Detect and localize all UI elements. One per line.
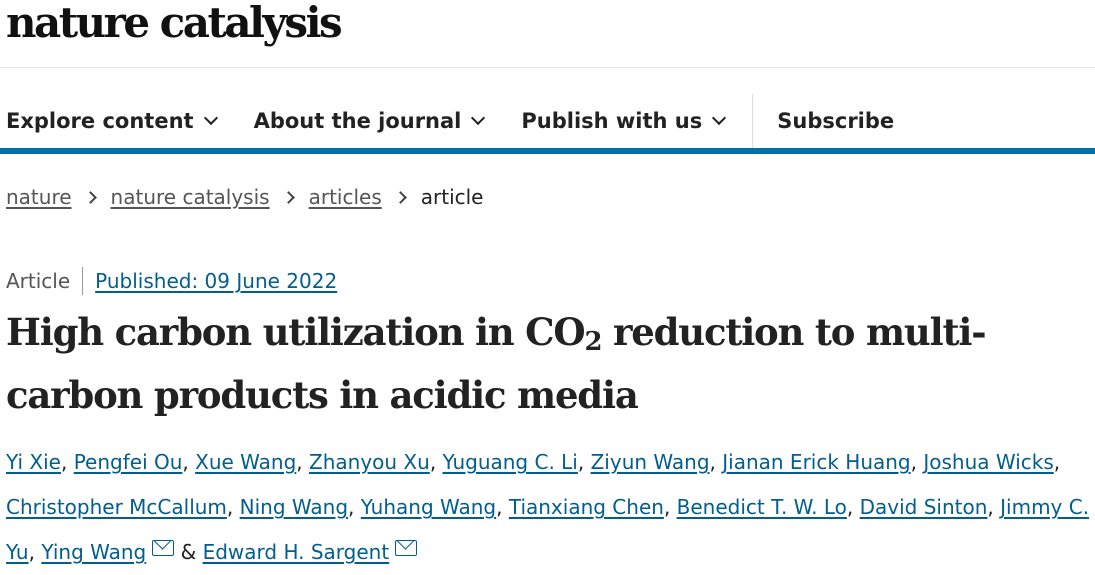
nav-separator xyxy=(752,94,754,148)
author-list: Yi Xie, Pengfei Ou, Xue Wang, Zhanyou Xu… xyxy=(6,450,1090,564)
breadcrumb-nature[interactable]: nature xyxy=(6,185,72,209)
author-link[interactable]: Benedict T. W. Lo xyxy=(676,495,847,519)
header-divider xyxy=(0,67,1095,68)
title-subscript: 2 xyxy=(584,327,602,358)
chevron-down-icon xyxy=(712,110,727,126)
author-link[interactable]: Edward H. Sargent xyxy=(202,540,390,564)
nav-label: Publish with us xyxy=(521,109,703,133)
journal-logo[interactable]: nature catalysis xyxy=(6,0,343,47)
author-link[interactable]: Zhanyou Xu xyxy=(309,450,430,474)
author-link[interactable]: Jianan Erick Huang xyxy=(722,450,911,474)
breadcrumb-current: article xyxy=(420,185,484,209)
author-link[interactable]: David Sinton xyxy=(859,495,988,519)
author-link[interactable]: Joshua Wicks xyxy=(923,450,1054,474)
nav-explore-content[interactable]: Explore content xyxy=(6,109,218,133)
nav-accent-bar xyxy=(0,148,1095,154)
breadcrumb-articles[interactable]: articles xyxy=(308,185,382,209)
author-ampersand: & xyxy=(180,540,197,564)
chevron-right-icon xyxy=(83,190,97,204)
author-link[interactable]: Yuhang Wang xyxy=(360,495,497,519)
nav-label: About the journal xyxy=(253,109,462,133)
author-link[interactable]: Pengfei Ou xyxy=(73,450,183,474)
nav-publish-with-us[interactable]: Publish with us xyxy=(521,109,727,133)
breadcrumb: nature nature catalysis articles article xyxy=(6,185,483,209)
article-type: Article xyxy=(6,269,71,293)
author-link[interactable]: Ying Wang xyxy=(41,540,147,564)
author-link[interactable]: Yuguang C. Li xyxy=(442,450,578,474)
author-link[interactable]: Jimmy C. Yu xyxy=(6,495,1090,564)
title-text: reduction to multi-carbon products in ac… xyxy=(6,310,987,418)
title-text: High carbon utilization in CO xyxy=(6,310,586,354)
published-date[interactable]: Published: 09 June 2022 xyxy=(95,269,338,293)
nav-about-journal[interactable]: About the journal xyxy=(253,109,486,133)
author-link[interactable]: Yi Xie xyxy=(6,450,61,474)
author-link[interactable]: Christopher McCallum xyxy=(6,495,227,519)
nav-label: Explore content xyxy=(6,109,194,133)
chevron-down-icon xyxy=(203,110,218,126)
breadcrumb-nature-catalysis[interactable]: nature catalysis xyxy=(110,185,270,209)
main-nav: Explore content About the journal Publis… xyxy=(6,94,932,148)
author-link[interactable]: Xue Wang xyxy=(195,450,297,474)
author-link[interactable]: Ziyun Wang xyxy=(590,450,710,474)
author-link[interactable]: Ning Wang xyxy=(239,495,349,519)
meta-separator xyxy=(82,267,84,295)
nav-subscribe[interactable]: Subscribe xyxy=(777,109,895,133)
chevron-right-icon xyxy=(281,190,295,204)
email-icon[interactable] xyxy=(152,540,175,556)
chevron-down-icon xyxy=(471,110,486,126)
chevron-right-icon xyxy=(393,190,407,204)
article-title: High carbon utilization in CO2 reduction… xyxy=(6,306,1086,422)
email-icon[interactable] xyxy=(395,540,418,556)
article-meta: Article Published: 09 June 2022 xyxy=(6,267,337,295)
author-link[interactable]: Tianxiang Chen xyxy=(508,495,664,519)
